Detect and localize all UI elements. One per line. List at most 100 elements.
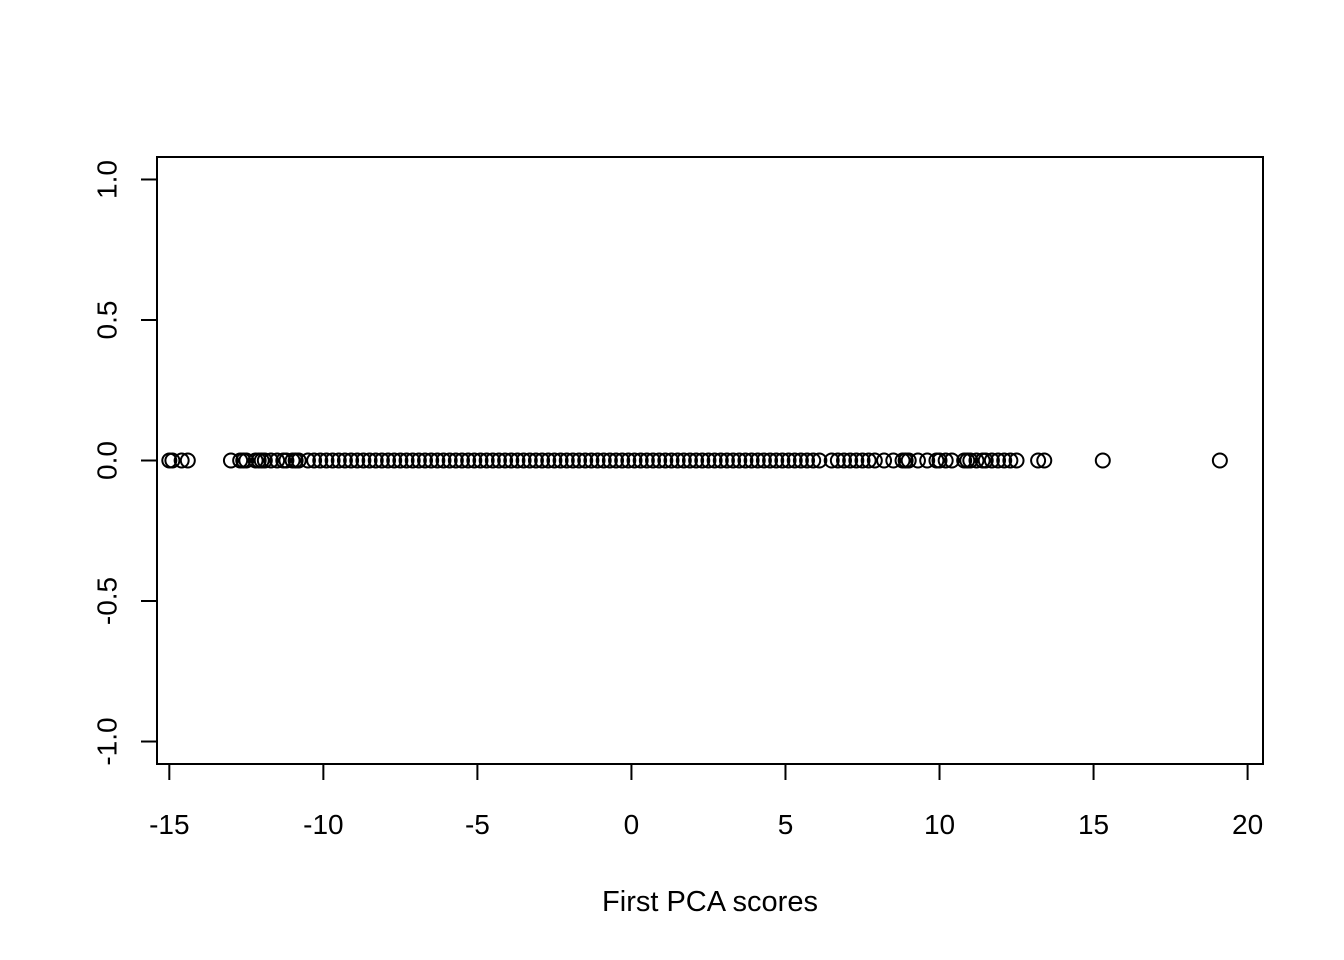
data-point [361,452,378,469]
data-point [762,452,779,469]
data-point [749,452,766,469]
data-point [657,452,674,469]
data-point [386,452,403,469]
data-point [774,452,791,469]
data-point [490,452,507,469]
data-point [786,452,803,469]
data-point [435,452,452,469]
data-point [876,452,893,469]
data-point [349,452,366,469]
data-point [663,452,680,469]
data-point [546,452,563,469]
data-point [866,452,883,469]
data-point [620,452,637,469]
data-point [1211,452,1228,469]
y-tick-label: -0.5 [91,577,122,625]
data-point [1002,452,1019,469]
x-tick-label: 0 [624,809,640,840]
data-point [343,452,360,469]
y-tick-label: 0.0 [91,441,122,480]
data-point [571,452,588,469]
data-point [885,452,902,469]
data-point [392,452,409,469]
data-point [324,452,341,469]
x-axis-title: First PCA scores [602,886,818,918]
data-point [290,452,307,469]
data-point [380,452,397,469]
data-point [336,452,353,469]
data-point [398,452,415,469]
data-point [731,452,748,469]
data-point [712,452,729,469]
data-point [318,452,335,469]
data-point [222,452,239,469]
x-tick-label: 15 [1078,809,1109,840]
data-point [645,452,662,469]
data-point [558,452,575,469]
data-point [256,452,273,469]
data-point [780,452,797,469]
data-point [755,452,772,469]
data-point [983,452,1000,469]
data-point [423,452,440,469]
data-point [589,452,606,469]
data-point [306,452,323,469]
data-point [919,452,936,469]
x-tick-label: 5 [778,809,794,840]
data-point [737,452,754,469]
data-point [404,452,421,469]
data-point [299,452,316,469]
data-point [278,452,295,469]
data-point [900,452,917,469]
x-axis: -15 -10 -5 0 5 10 15 20 [149,763,1263,840]
data-point [694,452,711,469]
x-tick-label: -15 [149,809,189,840]
data-point [836,452,853,469]
data-point [552,452,569,469]
data-point [996,452,1013,469]
data-point [527,452,544,469]
data-point [931,452,948,469]
data-point [725,452,742,469]
data-point [478,452,495,469]
data-point [373,452,390,469]
data-point [453,452,470,469]
data-point [638,452,655,469]
data-point [466,452,483,469]
data-point [417,452,434,469]
data-point [829,452,846,469]
data-point [909,452,926,469]
y-tick-label: 1.0 [91,160,122,199]
y-axis: -1.0 -0.5 0.0 0.5 1.0 [91,160,158,766]
data-point [447,452,464,469]
data-point [164,452,181,469]
data-point [651,452,668,469]
data-point [937,452,954,469]
data-point [515,452,532,469]
data-point [1036,452,1053,469]
data-point [792,452,809,469]
data-point [632,452,649,469]
data-point [564,452,581,469]
data-point [410,452,427,469]
x-tick-label: -10 [303,809,343,840]
data-point [355,452,372,469]
data-point [688,452,705,469]
data-point [577,452,594,469]
data-point [669,452,686,469]
x-tick-label: -5 [465,809,490,840]
data-point [601,452,618,469]
data-point [269,452,286,469]
data-point [799,452,816,469]
data-point [805,452,822,469]
data-point [534,452,551,469]
data-point [700,452,717,469]
data-point [626,452,643,469]
data-point [262,452,279,469]
data-point [1008,452,1025,469]
data-point [768,452,785,469]
y-tick-label: -1.0 [91,717,122,765]
data-point [1094,452,1111,469]
data-point [977,452,994,469]
data-point [367,452,384,469]
